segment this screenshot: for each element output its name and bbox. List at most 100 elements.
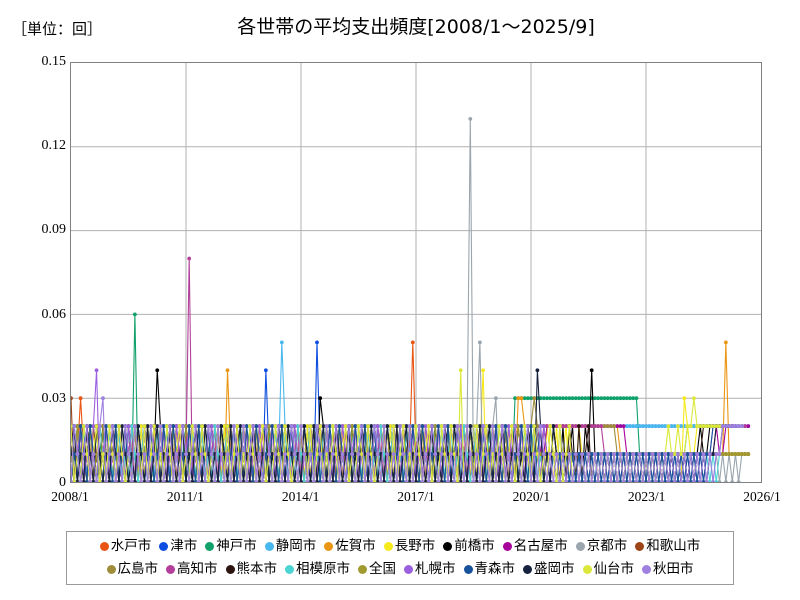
data-point bbox=[509, 480, 514, 482]
data-point bbox=[679, 480, 684, 482]
data-point bbox=[516, 396, 521, 401]
legend-item-京都市[interactable]: 京都市 bbox=[575, 539, 627, 554]
data-point bbox=[644, 424, 648, 429]
data-point bbox=[426, 480, 431, 482]
legend-item-前橋市[interactable]: 前橋市 bbox=[443, 539, 495, 554]
legend-item-水戸市[interactable]: 水戸市 bbox=[99, 539, 151, 554]
data-point bbox=[727, 424, 731, 429]
data-point bbox=[720, 452, 725, 456]
data-point bbox=[388, 452, 393, 456]
legend-item-神戸市[interactable]: 神戸市 bbox=[205, 537, 257, 554]
data-point bbox=[315, 424, 319, 429]
legend-item-仙台市[interactable]: 仙台市 bbox=[582, 562, 634, 577]
data-point bbox=[650, 424, 655, 429]
data-point bbox=[295, 452, 300, 456]
data-point bbox=[580, 424, 585, 429]
legend-item-静岡市[interactable]: 静岡市 bbox=[264, 539, 316, 554]
legend-item-熊本市[interactable]: 熊本市 bbox=[225, 562, 277, 577]
data-point bbox=[126, 424, 131, 429]
legend-item-全国[interactable]: 全国 bbox=[358, 562, 396, 577]
data-point bbox=[458, 424, 463, 429]
legend-label: 神戸市 bbox=[216, 537, 257, 554]
legend-item-青森市[interactable]: 青森市 bbox=[463, 562, 515, 577]
data-point bbox=[168, 480, 172, 482]
data-point bbox=[417, 424, 422, 429]
legend-item-高知市[interactable]: 高知市 bbox=[166, 562, 218, 577]
data-point bbox=[538, 480, 543, 482]
data-point bbox=[410, 452, 415, 456]
legend-item-佐賀市[interactable]: 佐賀市 bbox=[324, 539, 376, 554]
legend-item-相模原市[interactable]: 相模原市 bbox=[285, 562, 350, 577]
data-point bbox=[739, 424, 744, 429]
data-point bbox=[385, 452, 390, 456]
data-point bbox=[580, 480, 585, 482]
data-point bbox=[723, 452, 728, 456]
data-point bbox=[177, 480, 182, 482]
data-point bbox=[375, 424, 380, 429]
data-point bbox=[347, 480, 351, 482]
data-point bbox=[331, 424, 335, 429]
data-point bbox=[561, 424, 565, 429]
data-point bbox=[196, 480, 201, 482]
legend-item-盛岡市[interactable]: 盛岡市 bbox=[523, 562, 575, 577]
x-tick-label: 2011/1 bbox=[166, 489, 204, 504]
data-point bbox=[209, 480, 214, 482]
data-point bbox=[299, 480, 303, 482]
data-point bbox=[263, 480, 268, 482]
data-point bbox=[311, 424, 316, 429]
legend-item-長野市[interactable]: 長野市 bbox=[383, 539, 435, 554]
legend-item-札幌市[interactable]: 札幌市 bbox=[404, 560, 456, 577]
legend: 水戸市 津市 神戸市 静岡市 佐賀市 長野市 前橋市 名古屋市 京都市 和歌山市広島市 高知市 熊本市… bbox=[66, 531, 734, 585]
data-point bbox=[382, 480, 386, 482]
data-point bbox=[228, 480, 233, 482]
data-point bbox=[736, 452, 741, 456]
data-point bbox=[608, 396, 613, 401]
data-point bbox=[468, 116, 473, 121]
data-point bbox=[321, 480, 326, 482]
legend-item-広島市[interactable]: 広島市 bbox=[106, 562, 158, 577]
data-point bbox=[621, 452, 626, 456]
data-point bbox=[283, 480, 287, 482]
data-point bbox=[442, 480, 447, 482]
data-point bbox=[206, 452, 211, 456]
data-point bbox=[120, 480, 125, 482]
data-point bbox=[85, 480, 89, 482]
data-point bbox=[232, 424, 236, 429]
data-point bbox=[331, 452, 335, 456]
data-point bbox=[222, 452, 227, 456]
y-tick-label: 0.09 bbox=[41, 222, 67, 238]
data-point bbox=[283, 424, 287, 429]
legend-item-秋田市[interactable]: 秋田市 bbox=[642, 562, 694, 577]
data-point bbox=[599, 396, 604, 401]
data-point bbox=[407, 452, 412, 456]
data-point bbox=[174, 480, 179, 482]
data-point bbox=[583, 480, 588, 482]
data-point bbox=[123, 424, 128, 429]
data-point bbox=[196, 452, 201, 456]
legend-item-和歌山市[interactable]: 和歌山市 bbox=[635, 539, 700, 554]
legend-item-津市[interactable]: 津市 bbox=[159, 539, 197, 554]
data-point bbox=[551, 480, 556, 482]
x-tick-label: 2014/1 bbox=[281, 489, 320, 504]
legend-label: 札幌市 bbox=[415, 560, 456, 577]
data-point bbox=[353, 424, 358, 429]
data-point bbox=[276, 424, 281, 429]
data-point bbox=[592, 480, 597, 482]
data-point bbox=[551, 396, 556, 401]
data-point bbox=[500, 480, 505, 482]
data-point bbox=[219, 424, 224, 429]
data-point bbox=[676, 424, 680, 429]
legend-item-名古屋市[interactable]: 名古屋市 bbox=[502, 539, 568, 554]
data-point bbox=[509, 424, 514, 429]
data-point bbox=[295, 480, 300, 482]
data-point bbox=[628, 452, 632, 456]
data-point bbox=[519, 424, 524, 429]
data-point bbox=[142, 480, 147, 482]
data-point bbox=[276, 480, 281, 482]
data-point bbox=[299, 424, 303, 429]
data-point bbox=[270, 424, 275, 429]
data-point bbox=[155, 368, 160, 373]
data-point bbox=[656, 424, 661, 429]
data-point bbox=[372, 452, 377, 456]
data-point bbox=[366, 424, 370, 429]
